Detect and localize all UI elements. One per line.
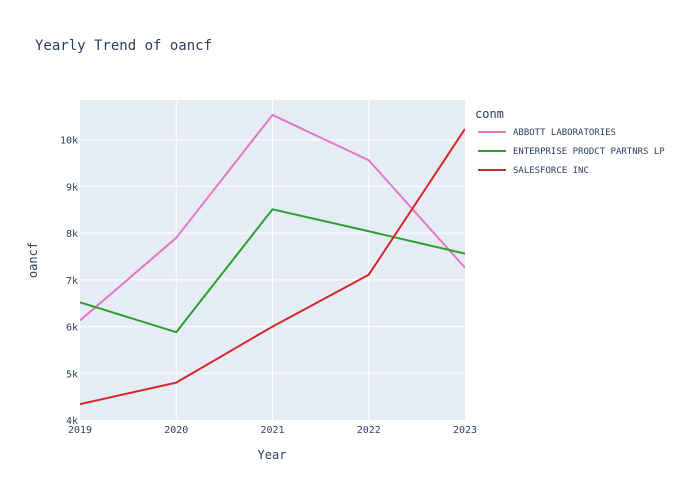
legend-label: SALESFORCE INC bbox=[513, 166, 589, 176]
x-axis-ticks: 2019 2020 2021 2022 2023 bbox=[68, 425, 477, 436]
y-axis-ticks: 4k 5k 6k 7k 8k 9k 10k bbox=[60, 136, 78, 427]
x-tick-label: 2023 bbox=[453, 425, 477, 436]
y-axis-title: oancf bbox=[26, 242, 40, 278]
y-tick-label: 7k bbox=[66, 276, 78, 287]
y-tick-label: 6k bbox=[66, 323, 78, 334]
chart-title: Yearly Trend of oancf bbox=[35, 38, 212, 54]
plot-area bbox=[80, 100, 465, 420]
x-tick-label: 2022 bbox=[357, 425, 381, 436]
series-line-2 bbox=[80, 128, 465, 406]
series-line-0 bbox=[80, 113, 465, 322]
y-tick-label: 8k bbox=[66, 229, 78, 240]
legend: conm ABBOTT LABORATORIES ENTERPRISE PRODC… bbox=[475, 107, 665, 176]
x-tick-label: 2020 bbox=[164, 425, 188, 436]
legend-label: ABBOTT LABORATORIES bbox=[513, 128, 616, 138]
y-tick-label: 5k bbox=[66, 369, 78, 380]
series-lines bbox=[80, 113, 465, 406]
x-tick-label: 2021 bbox=[260, 425, 284, 436]
series-line-1 bbox=[80, 208, 465, 334]
legend-label: ENTERPRISE PRODCT PARTNRS LP bbox=[513, 147, 665, 157]
x-axis-title: Year bbox=[258, 448, 287, 462]
y-tick-label: 4k bbox=[66, 416, 78, 427]
y-tick-label: 10k bbox=[60, 136, 78, 147]
y-tick-label: 9k bbox=[66, 182, 78, 193]
legend-items: ABBOTT LABORATORIES ENTERPRISE PRODCT PAR… bbox=[478, 128, 665, 176]
legend-title: conm bbox=[475, 107, 504, 121]
x-tick-label: 2019 bbox=[68, 425, 92, 436]
